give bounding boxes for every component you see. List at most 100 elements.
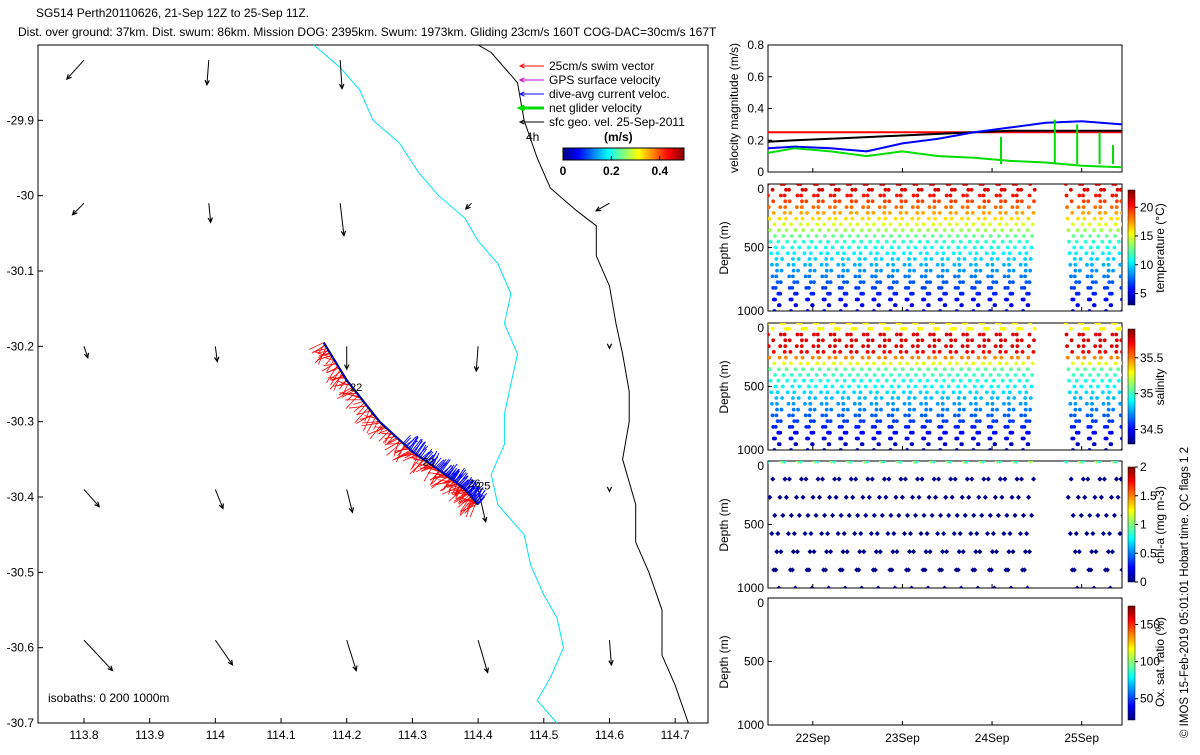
salinity-point	[1010, 356, 1014, 360]
temperature-point	[1103, 199, 1107, 203]
temperature-point	[792, 251, 796, 255]
temperature-point	[885, 251, 889, 255]
temperature-point	[1023, 246, 1027, 250]
temperature-point	[1024, 251, 1028, 255]
temperature-point	[775, 275, 779, 279]
salinity-point	[792, 402, 796, 406]
salinity-point	[1104, 350, 1108, 354]
salinity-point	[905, 350, 909, 354]
temperature-point	[1002, 263, 1006, 267]
temperature-point	[989, 234, 993, 238]
salinity-point	[1025, 379, 1029, 383]
salinity-point	[819, 390, 823, 394]
salinity-point	[798, 373, 802, 377]
temperature-point	[1098, 211, 1102, 215]
salinity-point	[871, 350, 875, 354]
temperature-point	[924, 269, 928, 273]
temperature-point	[799, 223, 803, 227]
temperature-point	[1067, 240, 1071, 244]
salinity-point	[774, 425, 778, 429]
temperature-point	[820, 275, 824, 279]
salinity-point	[782, 362, 786, 366]
salinity-point	[1093, 344, 1097, 348]
salinity-point	[823, 437, 827, 441]
temperature-point	[1072, 234, 1076, 238]
salinity-point	[1128, 321, 1132, 325]
temperature-point	[974, 269, 978, 273]
salinity-point	[921, 338, 925, 342]
colorbar-title: (m/s)	[604, 130, 633, 144]
temperature-point	[1107, 251, 1111, 255]
temperature-point	[974, 263, 978, 267]
salinity-point	[805, 350, 809, 354]
temperature-point	[832, 182, 836, 186]
salinity-cbar-tick-label: 34.5	[1140, 423, 1164, 437]
salinity-point	[840, 425, 844, 429]
temperature-point	[1120, 211, 1124, 215]
salinity-point	[857, 425, 861, 429]
salinity-point	[889, 373, 893, 377]
temperature-point	[945, 269, 949, 273]
chl-ylabel: Depth (m)	[717, 498, 731, 551]
salinity-point	[898, 321, 902, 325]
salinity-point	[834, 367, 838, 371]
salinity-point	[858, 402, 862, 406]
temperature-point	[919, 263, 923, 267]
salinity-point	[1026, 356, 1030, 360]
temperature-point	[824, 275, 828, 279]
salinity-point	[927, 356, 931, 360]
salinity-point	[1030, 385, 1034, 389]
salinity-point	[810, 379, 814, 383]
temperature-point	[956, 234, 960, 238]
salinity-point	[775, 414, 779, 418]
temperature-point	[953, 275, 957, 279]
salinity-point	[820, 402, 824, 406]
chl-colorbar	[1128, 467, 1135, 582]
temperature-point	[1070, 211, 1074, 215]
temperature-ytick-label: 1000	[737, 304, 764, 318]
salinity-cbar-tick-label: 35.5	[1140, 351, 1164, 365]
salinity-point	[924, 396, 928, 400]
temperature-point	[878, 280, 882, 284]
salinity-ytick-label: 1000	[737, 443, 764, 457]
temperature-point	[1097, 182, 1101, 186]
temperature-point	[916, 199, 920, 203]
salinity-point	[998, 333, 1002, 337]
temperature-point	[970, 188, 974, 192]
temperature-point	[863, 269, 867, 273]
temperature-point	[1108, 240, 1112, 244]
temperature-point	[990, 275, 994, 279]
salinity-point	[936, 414, 940, 418]
temperature-point	[866, 194, 870, 198]
temperature-point	[866, 205, 870, 209]
salinity-point	[875, 408, 879, 412]
temperature-point	[898, 223, 902, 227]
temperature-point	[1068, 251, 1072, 255]
temperature-point	[1122, 286, 1126, 290]
salinity-point	[973, 396, 977, 400]
temperature-point	[999, 199, 1003, 203]
temperature-point	[965, 194, 969, 198]
salinity-point	[1026, 442, 1030, 446]
salinity-point	[985, 390, 989, 394]
temperature-point	[1089, 246, 1093, 250]
temperature-point	[1128, 182, 1132, 186]
salinity-point	[939, 373, 943, 377]
temperature-point	[1019, 275, 1023, 279]
temperature-point	[933, 217, 937, 221]
salinity-colorbar	[1128, 329, 1135, 444]
temperature-point	[981, 234, 985, 238]
temperature-point	[841, 269, 845, 273]
temperature-point	[857, 286, 861, 290]
salinity-point	[981, 321, 985, 325]
temperature-point	[965, 223, 969, 227]
salinity-point	[828, 344, 832, 348]
temperature-point	[989, 286, 993, 290]
salinity-point	[944, 356, 948, 360]
temperature-point	[810, 240, 814, 244]
salinity-point	[804, 414, 808, 418]
temperature-point	[1017, 228, 1021, 232]
temperature-point	[1074, 263, 1078, 267]
temperature-point	[775, 263, 779, 267]
temperature-point	[859, 251, 863, 255]
